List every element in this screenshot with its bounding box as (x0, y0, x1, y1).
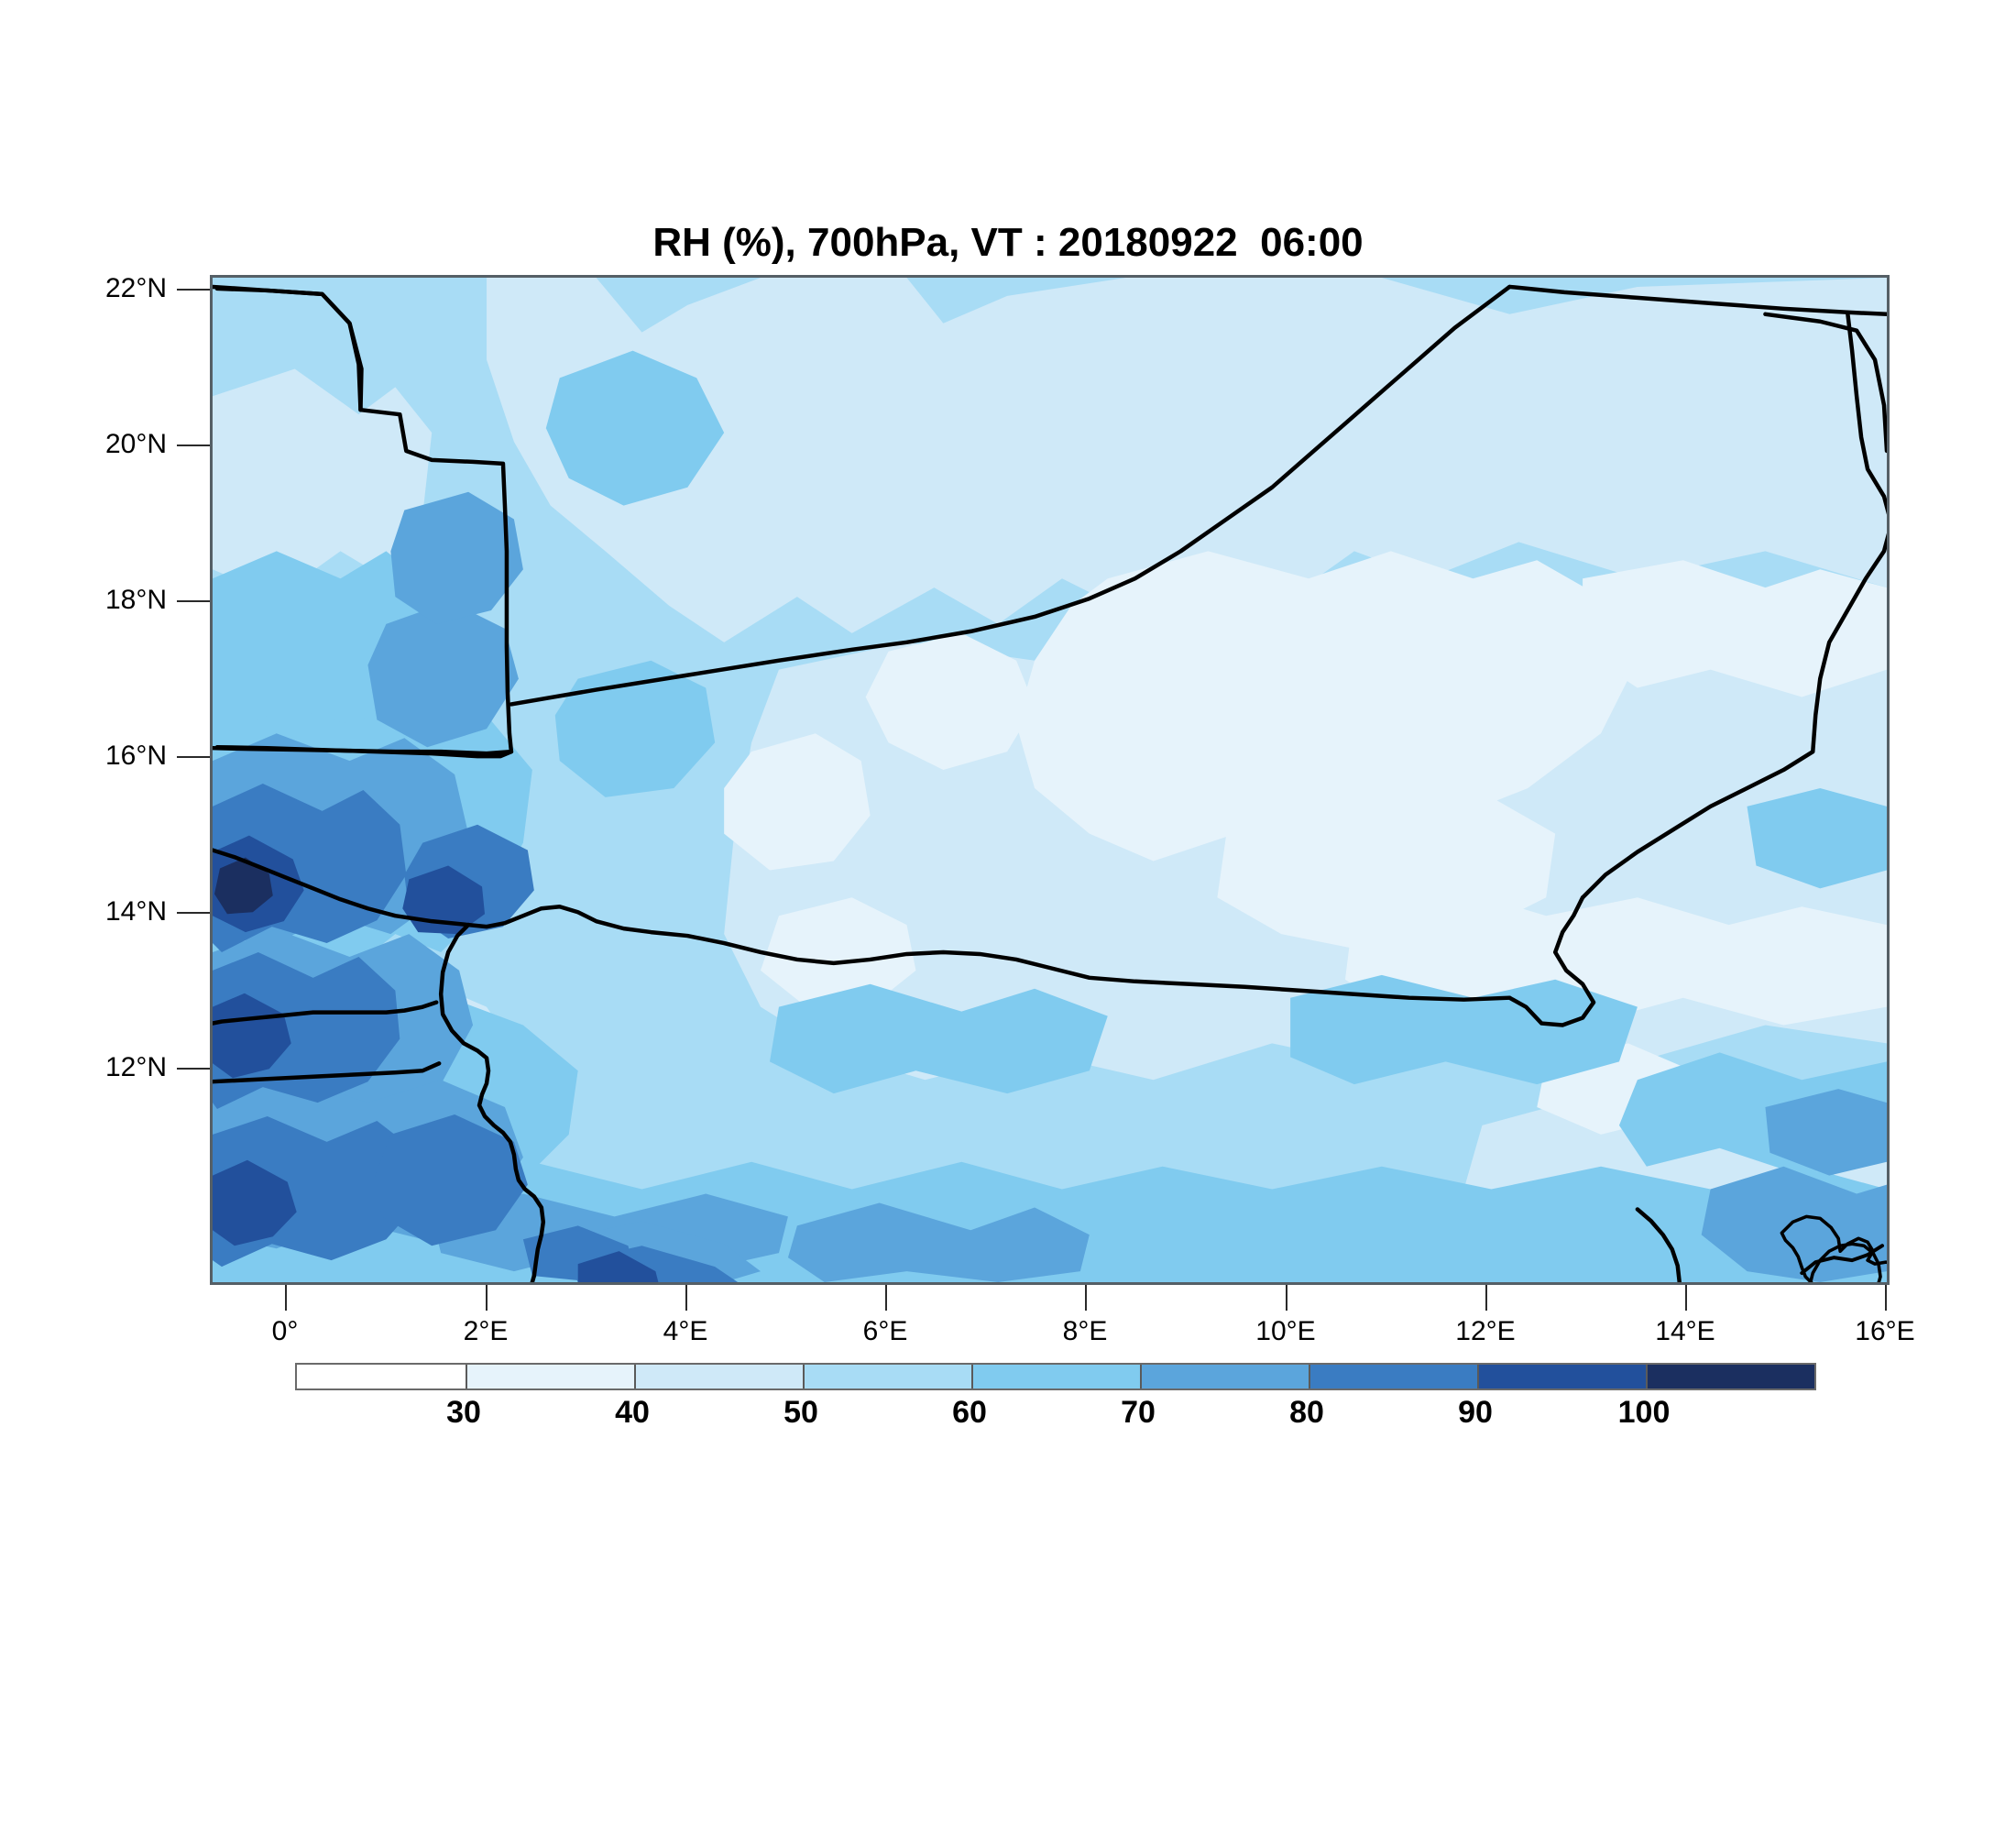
lat-label-12: 12°N (104, 1052, 167, 1082)
lat-label-18: 18°N (104, 585, 167, 615)
colorbar-sep-50 (803, 1365, 805, 1388)
colorbar-band-70-80 (1140, 1365, 1309, 1388)
colorbar-sep-30 (466, 1365, 467, 1388)
lat-label-22: 22°N (104, 273, 167, 303)
colorbar-label-80: 80 (1289, 1395, 1324, 1430)
lon-tick-2 (486, 1285, 488, 1311)
colorbar-band-60-70 (971, 1365, 1140, 1388)
lon-label-16: 16°E (1855, 1316, 1915, 1346)
lon-label-10: 10°E (1255, 1316, 1316, 1346)
lon-label-14: 14°E (1655, 1316, 1715, 1346)
colorbar-label-40: 40 (615, 1395, 650, 1430)
colorbar-sep-100 (1646, 1365, 1648, 1388)
contour-fill-layer (213, 278, 1887, 1282)
lon-label-4: 4°E (663, 1316, 708, 1346)
lat-label-20: 20°N (104, 429, 167, 459)
lon-label-12: 12°E (1455, 1316, 1516, 1346)
lon-tick-16 (1885, 1285, 1887, 1311)
colorbar-band-gt100 (1646, 1365, 1814, 1388)
colorbar-band-50-60 (803, 1365, 971, 1388)
lon-tick-4 (685, 1285, 687, 1311)
colorbar-sep-80 (1309, 1365, 1310, 1388)
colorbar-sep-70 (1140, 1365, 1142, 1388)
lat-tick-22 (177, 289, 210, 291)
country-borders-layer (213, 284, 1887, 1282)
lon-tick-0 (285, 1285, 287, 1311)
lat-tick-12 (177, 1068, 210, 1070)
colorbar-sep-90 (1477, 1365, 1479, 1388)
page-title: RH (%), 700hPa, VT : 20180922 06:00 (652, 220, 1364, 265)
lon-tick-6 (885, 1285, 887, 1311)
colorbar-label-60: 60 (952, 1395, 987, 1430)
lat-tick-20 (177, 445, 210, 446)
colorbar-label-70: 70 (1121, 1395, 1156, 1430)
colorbar-sep-60 (971, 1365, 973, 1388)
colorbar[interactable] (295, 1363, 1816, 1390)
colorbar-sep-40 (634, 1365, 636, 1388)
colorbar-label-90: 90 (1458, 1395, 1493, 1430)
lat-tick-16 (177, 756, 210, 758)
colorbar-band-40-50 (634, 1365, 803, 1388)
lon-label-2: 2°E (463, 1316, 509, 1346)
lat-tick-18 (177, 600, 210, 602)
lon-tick-14 (1685, 1285, 1687, 1311)
lat-label-14: 14°N (104, 896, 167, 927)
lon-label-0: 0° (271, 1316, 299, 1346)
colorbar-band-80-90 (1309, 1365, 1477, 1388)
colorbar-band-30-40 (466, 1365, 634, 1388)
lon-label-8: 8°E (1062, 1316, 1108, 1346)
rh-contour-map (213, 278, 1887, 1282)
lat-tick-14 (177, 912, 210, 914)
lat-label-16: 16°N (104, 741, 167, 771)
map-plot-area[interactable] (210, 275, 1890, 1285)
colorbar-label-50: 50 (783, 1395, 818, 1430)
colorbar-band-lt30 (297, 1365, 466, 1388)
colorbar-band-90-100 (1477, 1365, 1646, 1388)
lon-label-6: 6°E (862, 1316, 908, 1346)
colorbar-label-30: 30 (446, 1395, 481, 1430)
colorbar-label-100: 100 (1617, 1395, 1671, 1430)
lon-tick-10 (1286, 1285, 1287, 1311)
lon-tick-12 (1485, 1285, 1487, 1311)
lon-tick-8 (1085, 1285, 1087, 1311)
